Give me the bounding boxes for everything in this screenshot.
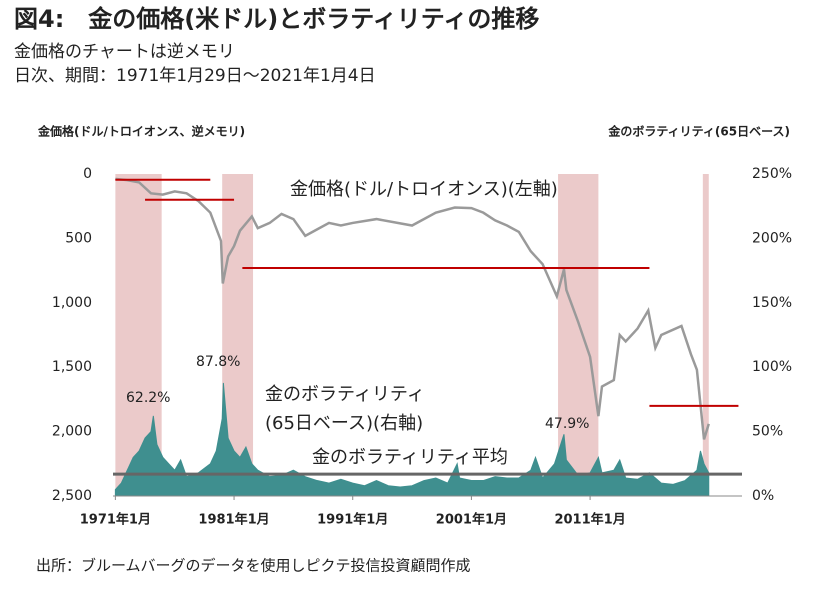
y2-tick-label: 0% [752, 488, 774, 504]
x-tick-label: 2011年1月 [554, 512, 625, 528]
y2-tick-label: 100% [752, 359, 792, 375]
price-line [115, 177, 710, 440]
y-tick-label: 0 [83, 166, 92, 182]
y-tick-label: 2,500 [52, 488, 92, 504]
subtitle: 日次、期間：1971年1月29日～2021年1月4日 [14, 66, 376, 86]
x-tick-label: 1981年1月 [198, 512, 269, 528]
shaded-period [702, 174, 709, 496]
y2-tick-label: 50% [752, 424, 783, 440]
y2-tick-label: 150% [752, 295, 792, 311]
y2-tick-label: 200% [752, 230, 792, 246]
annotation: 87.8% [196, 354, 240, 370]
series-label: 金価格(ドル/トロイオンス)(左軸) [290, 179, 558, 200]
chart-title: 図4: 金の価格(米ドル)とボラティリティの推移 [14, 5, 539, 33]
annotation: 47.9% [545, 416, 589, 432]
y-axis-title: 金価格(ドル/トロイオンス、逆メモリ) [37, 124, 245, 139]
y2-tick-label: 250% [752, 166, 792, 182]
y-tick-label: 1,000 [52, 295, 92, 311]
x-tick-label: 2001年1月 [436, 512, 507, 528]
subtitle: 金価格のチャートは逆メモリ [14, 42, 235, 62]
y-tick-label: 500 [65, 230, 92, 246]
average-label: 金のボラティリティ平均 [312, 447, 508, 468]
series-label: 金のボラティリティ [265, 384, 425, 405]
y2-axis-title: 金のボラティリティ(65日ベース) [607, 124, 790, 139]
y-tick-label: 2,000 [52, 424, 92, 440]
x-tick-label: 1991年1月 [317, 512, 388, 528]
volatility-area [114, 382, 710, 497]
annotation: 62.2% [126, 390, 170, 406]
y-tick-label: 1,500 [52, 359, 92, 375]
x-tick-label: 1971年1月 [80, 512, 151, 528]
source: 出所：ブルームバーグのデータを使用しピクテ投信投資顧問作成 [36, 557, 471, 575]
series-label: (65日ベース)(右軸) [265, 413, 423, 434]
